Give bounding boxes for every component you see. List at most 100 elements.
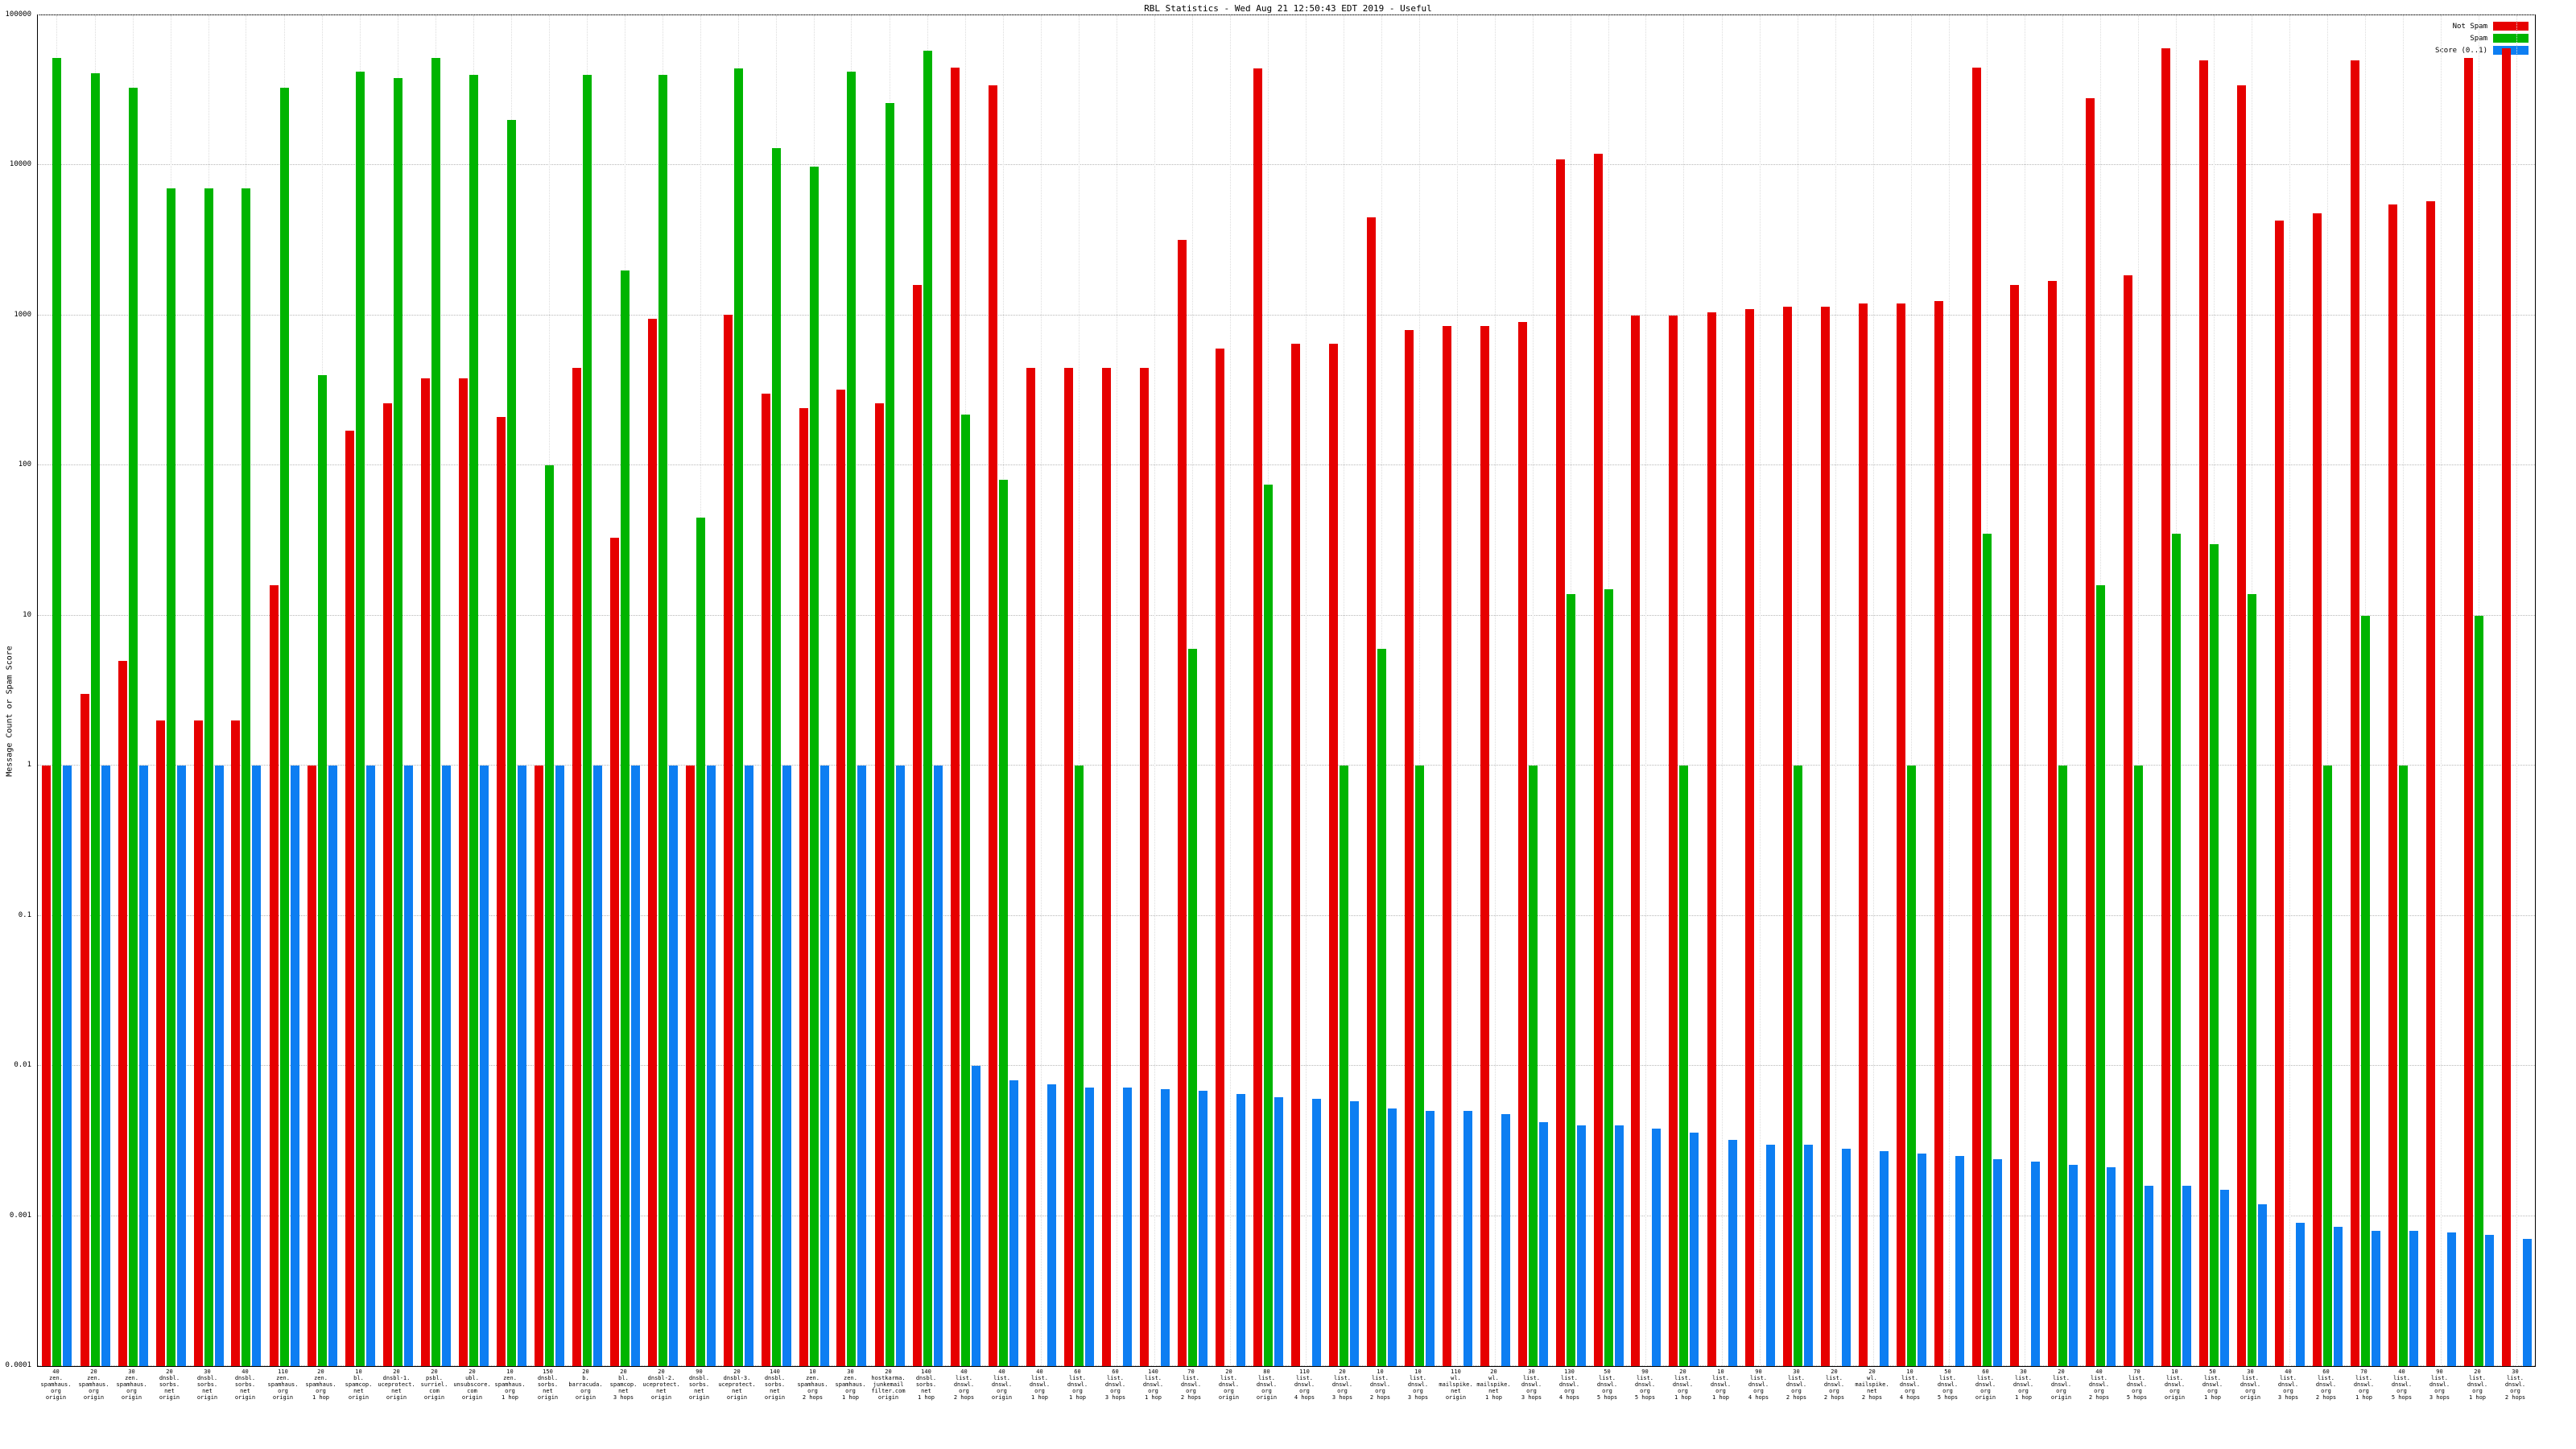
bar-group <box>1441 15 1473 1366</box>
bar-score <box>971 1066 980 1366</box>
y-tick-label: 10 <box>23 610 31 619</box>
bar-spam <box>620 270 630 1366</box>
bar-not-spam <box>269 584 279 1366</box>
x-tick-label: 20 wl. mailspike. net 1 hop <box>1476 1368 1511 1401</box>
bar-group <box>192 15 225 1366</box>
y-gridline <box>38 1365 2535 1366</box>
y-tick-label: 10000 <box>9 160 31 169</box>
x-gridline <box>2289 15 2290 1366</box>
bar-group <box>1857 15 1889 1366</box>
bar-score <box>290 766 299 1366</box>
x-gridline <box>1683 15 1685 1366</box>
y-gridline <box>38 614 2535 616</box>
bar-not-spam <box>42 766 52 1366</box>
bar-not-spam <box>2425 200 2435 1366</box>
x-tick-label: 40 zen. spamhaus. org origin <box>40 1368 72 1401</box>
bar-spam <box>204 188 213 1366</box>
bar-not-spam <box>1820 306 1830 1366</box>
bar-spam <box>2322 766 2332 1366</box>
x-gridline <box>1948 15 1950 1366</box>
bar-spam <box>317 375 327 1366</box>
bar-score <box>2219 1189 2229 1366</box>
bar-not-spam <box>193 720 203 1366</box>
x-gridline <box>2062 15 2063 1366</box>
bar-score <box>2182 1185 2191 1366</box>
bar-not-spam <box>458 378 468 1366</box>
bar-spam <box>2247 593 2256 1366</box>
x-tick-label: 10 zen. spamhaus. org 2 hops <box>797 1368 828 1401</box>
bar-spam <box>2171 534 2181 1366</box>
bar-spam <box>771 148 781 1366</box>
bar-score <box>1425 1111 1435 1366</box>
bar-not-spam <box>609 538 619 1366</box>
bar-spam <box>1982 534 1992 1366</box>
bar-not-spam <box>1782 306 1792 1366</box>
y-tick-label: 0.0001 <box>5 1361 31 1369</box>
bar-group <box>1403 15 1435 1366</box>
bar-not-spam <box>231 720 241 1366</box>
legend-entry-not-spam: Not Spam <box>2435 22 2529 31</box>
bar-group <box>1819 15 1852 1366</box>
y-tick-label: 0.01 <box>14 1061 31 1070</box>
bar-not-spam <box>1290 343 1300 1366</box>
bar-group <box>949 15 981 1366</box>
bar-not-spam <box>345 431 354 1366</box>
bar-score <box>403 766 413 1366</box>
bar-score <box>101 766 110 1366</box>
y-gridline <box>38 765 2535 766</box>
bar-score <box>1387 1108 1397 1366</box>
x-tick-label: 10 list. dnswl. org 2 hops <box>1369 1368 1391 1401</box>
x-tick-label: 30 list. dnswl. org 1 hop <box>2013 1368 2034 1401</box>
bar-not-spam <box>836 390 846 1366</box>
bar-not-spam <box>1328 343 1338 1366</box>
page-title: RBL Statistics - Wed Aug 21 12:50:43 EDT… <box>1144 3 1432 14</box>
x-tick-label: 90 list. dnswl. org 5 hops <box>1634 1368 1656 1401</box>
bar-group <box>344 15 376 1366</box>
bar-not-spam <box>2501 48 2511 1366</box>
bar-group <box>760 15 792 1366</box>
bar-not-spam <box>874 402 884 1366</box>
bar-not-spam <box>307 766 316 1366</box>
x-tick-label: 20 list. dnswl. org 1 hop <box>2467 1368 2488 1401</box>
bar-spam <box>166 188 175 1366</box>
x-tick-label: 10 zen. spamhaus. org 1 hop <box>494 1368 526 1401</box>
bar-spam <box>885 103 894 1366</box>
bar-not-spam <box>2463 57 2473 1366</box>
bar-score <box>1765 1144 1775 1366</box>
x-gridline <box>1040 15 1042 1366</box>
x-gridline <box>2516 15 2517 1366</box>
bar-group <box>117 15 149 1366</box>
x-tick-label: 40 list. dnswl. org origin <box>991 1368 1013 1401</box>
bar-score <box>2030 1162 2040 1366</box>
bar-group <box>646 15 679 1366</box>
bar-group <box>1781 15 1814 1366</box>
bar-score <box>2106 1167 2116 1366</box>
bar-spam <box>1793 766 1802 1366</box>
x-tick-label: 40 list. dnswl. org 5 hops <box>2391 1368 2413 1401</box>
bar-not-spam <box>2161 48 2170 1366</box>
bar-score <box>933 766 943 1366</box>
bar-group <box>1138 15 1170 1366</box>
bar-spam <box>2360 615 2370 1366</box>
x-gridline <box>1494 15 1496 1366</box>
x-tick-label: 110 wl. mailspike. net origin <box>1439 1368 1473 1401</box>
bar-not-spam <box>2085 98 2095 1366</box>
bar-group <box>2311 15 2343 1366</box>
x-tick-label: 90 dnsbl. sorbs. net origin <box>688 1368 710 1401</box>
bar-score <box>1349 1101 1359 1366</box>
bar-spam <box>658 75 667 1366</box>
x-tick-label: 30 list. dnswl. org origin <box>2240 1368 2261 1401</box>
bar-score <box>1614 1125 1624 1366</box>
bar-score <box>176 766 186 1366</box>
bar-spam <box>90 73 100 1366</box>
bar-spam <box>696 518 705 1366</box>
bar-spam <box>1414 766 1424 1366</box>
bar-spam <box>998 480 1008 1366</box>
bar-score <box>1803 1144 1813 1366</box>
x-tick-label: 20 wl. mailspike. net 2 hops <box>1855 1368 1889 1401</box>
bar-not-spam <box>572 367 581 1366</box>
bar-not-spam <box>1442 326 1451 1366</box>
bar-score <box>668 766 678 1366</box>
x-axis-labels: 40 zen. spamhaus. org origin 20 zen. spam… <box>37 1368 2534 1415</box>
bar-group <box>1252 15 1284 1366</box>
